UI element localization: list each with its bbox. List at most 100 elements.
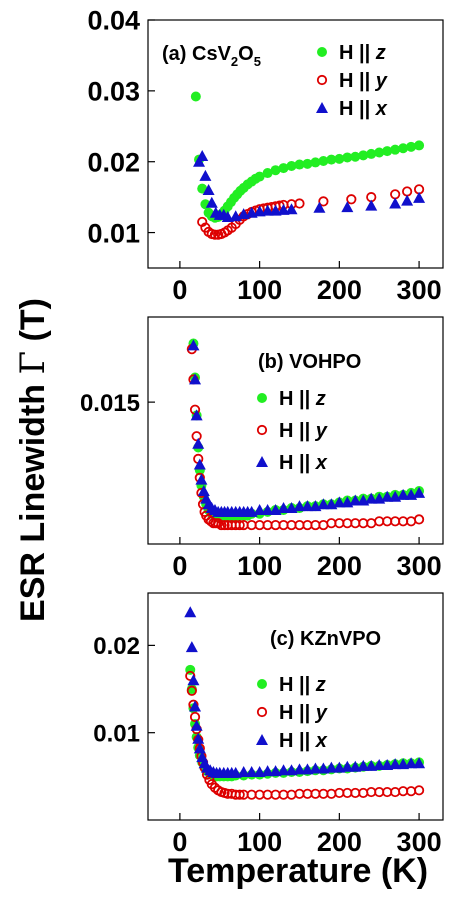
panel-a-point-x <box>277 203 290 215</box>
panel-b-point-x <box>189 373 202 385</box>
panel-c-point-x <box>237 765 250 777</box>
panel-a-point-z <box>334 153 345 164</box>
panel-b-point-x <box>192 437 205 449</box>
panel-b-legend-label-z: H || z <box>279 388 326 410</box>
panel-b-point-x <box>187 339 200 351</box>
panel-b-point-x <box>333 496 346 508</box>
panel-b-legend-label-x: H || x <box>279 452 328 474</box>
panel-c-legend: H || z H || y H || x <box>256 674 328 752</box>
panel-a-csv2o5: 0 100 200 300 0.01 0.02 0.03 0.04 (a) CsV2O5 H … <box>87 6 444 305</box>
panel-a-legend-label-y: H || y <box>339 70 388 92</box>
y-axis-label-suffix: (T) <box>14 298 52 351</box>
panel-c-x-tick-label: 200 <box>317 827 362 857</box>
panel-b-point-x <box>193 458 206 470</box>
panel-b-ticks: 0 100 200 300 0.015 <box>80 390 442 581</box>
panel-c-point-x <box>189 700 202 712</box>
panel-b-legend-marker-z <box>257 393 267 403</box>
panel-c-point-x <box>184 606 197 618</box>
panel-a-point-x <box>202 184 215 196</box>
panel-a-point-z <box>406 141 417 152</box>
panel-c-point-x <box>190 719 203 731</box>
panel-b-point-y <box>413 514 425 525</box>
panel-b-legend-marker-x <box>256 456 268 467</box>
panel-a-point-z <box>382 146 393 157</box>
panel-a-point-z <box>350 151 361 162</box>
panel-c-ticks: 0 100 200 300 0.01 0.02 <box>93 633 441 857</box>
panel-c-point-x <box>187 674 200 686</box>
panel-b-legend-marker-y <box>256 424 268 436</box>
panel-a-point-z <box>414 140 425 151</box>
panel-a-ticks: 0 100 200 300 0.01 0.02 0.03 0.04 <box>87 6 441 305</box>
panel-c-marks <box>184 606 426 800</box>
panel-a-title-sub1: 2 <box>231 54 238 69</box>
panel-c-point-x <box>325 761 338 773</box>
panel-c-legend-label-x: H || x <box>279 730 328 752</box>
panel-c-point-x <box>185 641 198 653</box>
panel-a-point-x <box>341 201 354 213</box>
panel-c-point-x <box>193 742 206 754</box>
panel-b-x-tick-label: 300 <box>397 551 442 581</box>
panel-c-legend-marker-z <box>257 679 267 689</box>
panel-b-point-x <box>261 503 274 515</box>
panel-c-point-y <box>189 711 201 723</box>
panel-c-legend-label-z: H || z <box>279 674 326 696</box>
panel-a-point-x <box>401 194 414 206</box>
panel-a-y-tick-label: 0.02 <box>87 147 140 177</box>
panel-b-x-tick-label: 0 <box>172 551 187 581</box>
panel-b-legend: H || z H || y H || x <box>256 388 328 474</box>
panel-a-point-z <box>294 159 305 170</box>
panel-a-legend-label-z: H || z <box>339 42 386 64</box>
panel-b-point-x <box>277 502 290 514</box>
panel-b-point-x <box>195 473 208 485</box>
y-axis-label-symbol: Γ <box>13 351 53 375</box>
panel-c-point-y <box>234 789 245 800</box>
panel-c-x-tick-label: 100 <box>237 827 282 857</box>
panel-a-x-tick-label: 0 <box>172 275 187 305</box>
panel-a-point-z <box>318 156 329 167</box>
panel-a-title-sub2: 5 <box>254 54 261 69</box>
panel-c-point-x <box>357 759 370 771</box>
panel-b-point-x <box>253 503 266 515</box>
panel-a-marks <box>190 91 426 240</box>
panel-a-point-z <box>342 152 353 163</box>
panel-a-point-x <box>261 204 274 216</box>
panel-a-point-x <box>193 155 206 167</box>
panel-a-point-z <box>254 171 265 182</box>
panel-a-title: (a) CsV2O5 <box>162 43 261 69</box>
panel-a-point-z <box>398 143 409 154</box>
panel-a-point-z <box>390 144 401 155</box>
panel-c-point-x <box>405 757 418 769</box>
panel-c-point-x <box>309 762 322 774</box>
panel-c-point-x <box>293 763 306 775</box>
panel-a-point-y <box>346 194 357 205</box>
panel-c-point-x <box>261 765 274 777</box>
panel-a-x-tick-label: 300 <box>397 275 442 305</box>
panel-a-point-x <box>253 205 266 217</box>
panel-a-x-tick-label: 100 <box>237 275 282 305</box>
panel-a-point-y <box>318 196 329 207</box>
panel-b-point-x <box>349 494 362 506</box>
panel-b-point-x <box>293 500 306 512</box>
panel-a-title-main: (a) CsV <box>162 43 232 65</box>
panel-c-x-tick-label: 0 <box>172 827 187 857</box>
panel-c-point-y <box>186 685 197 696</box>
panel-c-y-tick-label: 0.01 <box>93 720 140 747</box>
panel-b-point-y <box>219 519 230 531</box>
panel-a-point-x <box>221 210 234 222</box>
panel-a-point-z <box>366 148 377 159</box>
panel-c-legend-marker-x <box>256 734 268 745</box>
panel-a-point-z <box>262 168 273 179</box>
panel-c-point-x <box>389 758 402 770</box>
panel-c-title: (c) KZnVPO <box>270 628 381 650</box>
panel-a-y-tick-label: 0.03 <box>87 77 140 107</box>
panel-a-x-tick-label: 200 <box>317 275 362 305</box>
panel-b-point-x <box>413 486 426 498</box>
panel-a-point-y <box>209 229 221 240</box>
panel-a-frame <box>147 19 444 269</box>
panel-a-point-z <box>197 183 208 194</box>
panel-a-y-tick-label: 0.01 <box>87 218 140 248</box>
panel-a-point-z <box>270 165 281 176</box>
panel-a-title-mid: O <box>238 43 254 65</box>
